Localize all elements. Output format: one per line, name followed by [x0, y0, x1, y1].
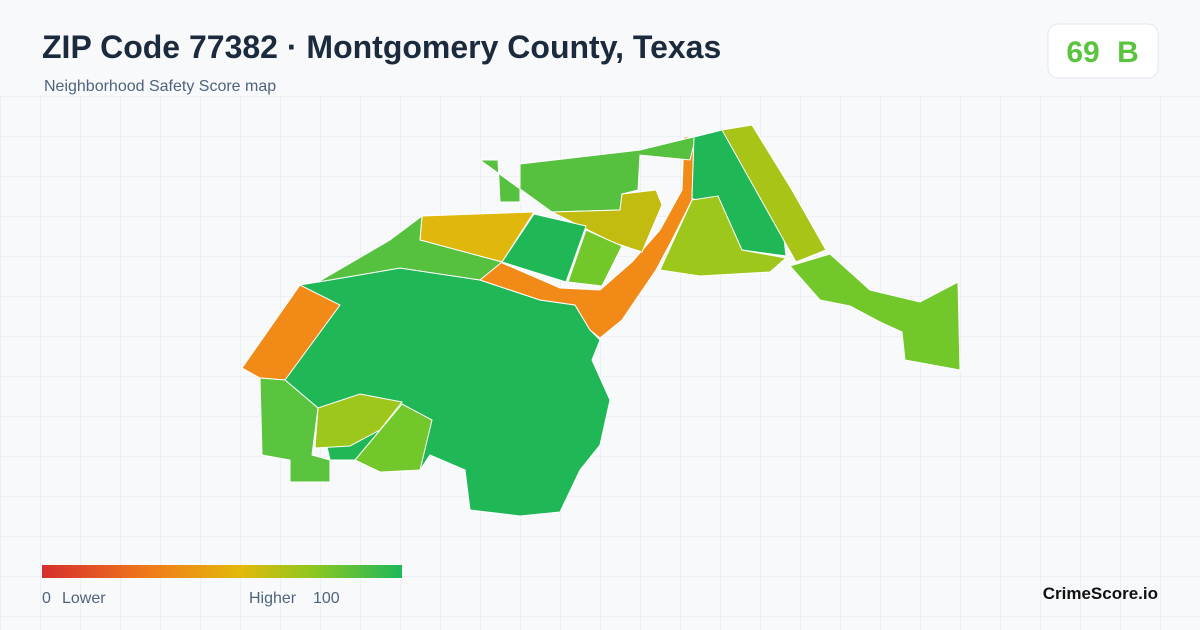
region	[501, 213, 587, 283]
score-box	[1047, 23, 1159, 79]
subtitle: Neighborhood Safety Score map	[44, 78, 276, 95]
grade: B	[1117, 36, 1139, 69]
region	[354, 403, 433, 473]
region	[259, 377, 331, 483]
region	[789, 253, 961, 371]
legend-max: 100	[313, 590, 340, 607]
region	[241, 284, 341, 381]
title: ZIP Code 77382 · Montgomery County, Texa…	[42, 29, 721, 65]
legend-min-label: Lower	[62, 590, 106, 607]
legend-bar	[42, 565, 402, 578]
map	[241, 124, 961, 517]
legend-max-label: Higher	[249, 590, 297, 607]
legend-min: 0	[42, 590, 51, 607]
score: 69	[1066, 36, 1099, 69]
region	[721, 124, 827, 263]
region	[659, 195, 788, 277]
region	[567, 229, 623, 287]
brand: CrimeScore.io	[1043, 584, 1158, 603]
